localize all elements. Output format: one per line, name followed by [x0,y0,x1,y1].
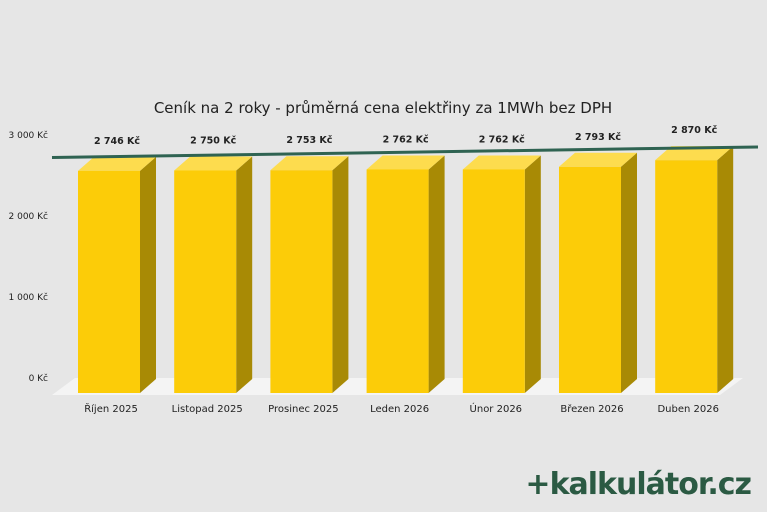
x-tick-label: Leden 2026 [370,404,429,415]
bar [270,156,349,393]
bar [655,146,734,393]
data-label: 2 762 Kč [383,134,429,145]
y-tick-label: 3 000 Kč [9,130,49,141]
bar [366,155,445,393]
bar-side [524,155,541,393]
bar [78,156,156,393]
x-tick-label: Listopad 2025 [172,404,243,415]
trend-line [51,145,759,159]
x-tick-label: Duben 2026 [657,404,719,415]
bar [174,156,253,393]
logo-mark: + [525,467,550,502]
y-tick-label: 1 000 Kč [9,292,49,303]
y-axis: 0 Kč 1 000 Kč 2 000 Kč 3 000 Kč [9,130,49,384]
bar-top [366,155,445,170]
bar-front [462,169,525,393]
bar-side [236,156,253,393]
x-tick-label: Únor 2026 [470,402,523,415]
bar-side [332,156,349,393]
bar-front [655,160,718,393]
bar-top [559,152,637,167]
x-tick-label: Březen 2026 [560,403,623,415]
logo-text: kalkulátor.cz [549,467,752,502]
data-label: 2 762 Kč [479,134,525,145]
bar-front [366,169,429,393]
bar-front [78,170,140,393]
data-label: 2 753 Kč [286,135,332,146]
data-label: 2 750 Kč [190,136,236,147]
bar-top [174,156,253,171]
bar [559,152,637,393]
data-label: 2 746 Kč [94,136,140,147]
bar-side [428,155,445,393]
bar-top [270,156,349,171]
chart-title: Ceník na 2 roky - průměrná cena elektřin… [154,99,612,117]
bar-top [462,155,541,170]
bar-side [140,156,156,393]
bar [462,155,541,393]
bar-front [174,170,237,393]
x-tick-label: Říjen 2025 [84,402,138,415]
bar-front [270,170,333,393]
y-tick-label: 2 000 Kč [9,211,49,222]
bar-side [717,146,734,393]
data-label: 2 793 Kč [575,132,621,143]
x-tick-label: Prosinec 2025 [268,404,338,415]
bar-side [621,152,637,393]
x-axis: Říjen 2025 Listopad 2025 Prosinec 2025 Lede… [84,402,719,415]
y-tick-label: 0 Kč [29,373,48,384]
kalkulator-logo: +kalkulátor.cz [525,467,752,502]
bars-group [78,146,734,393]
data-label: 2 870 Kč [671,125,717,136]
bar-front [559,166,621,393]
bar-top [78,156,156,171]
data-labels-group: 2 746 Kč 2 750 Kč 2 753 Kč 2 762 Kč 2 762 Kč… [94,125,718,147]
